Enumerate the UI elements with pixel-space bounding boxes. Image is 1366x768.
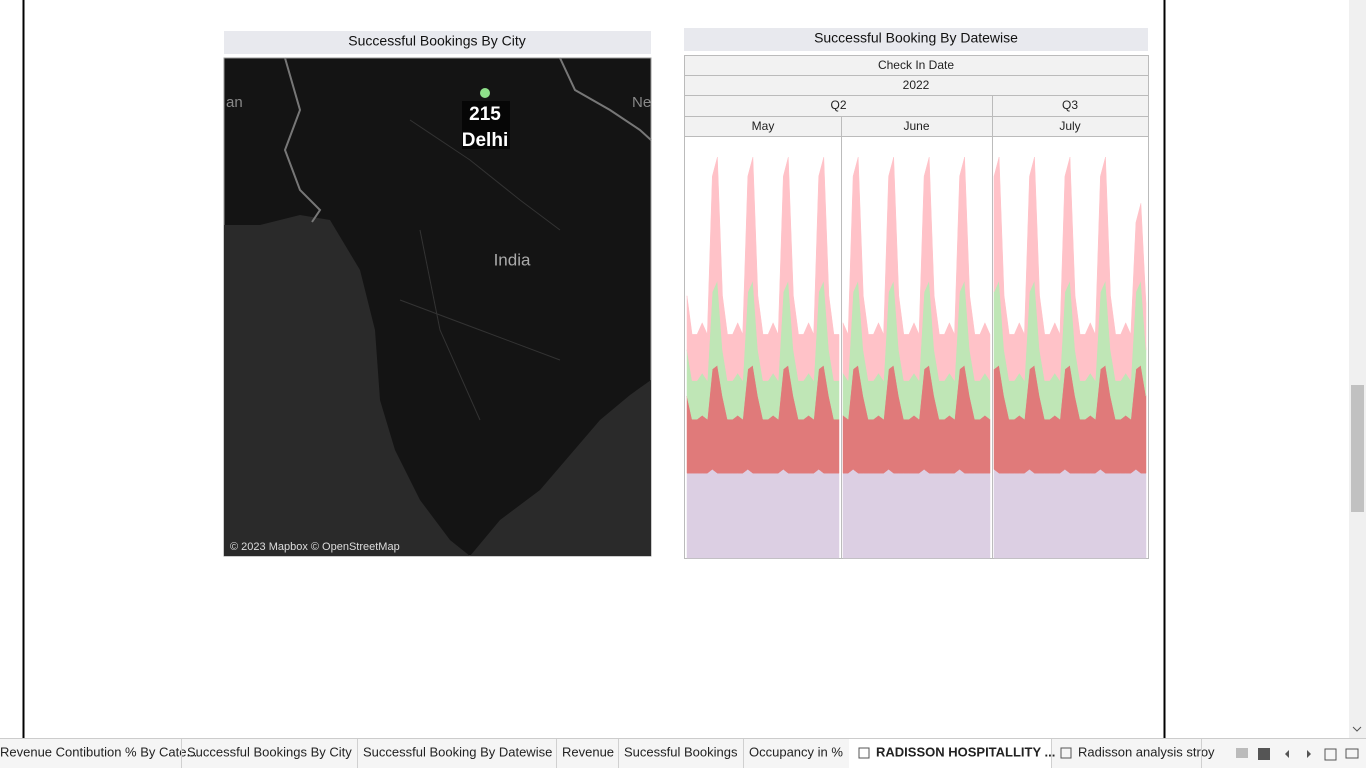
map-label: Ne — [632, 94, 651, 111]
chart-title: Successful Booking By Datewise — [814, 30, 1018, 46]
area — [993, 468, 1147, 559]
quarter-label: Q3 — [1062, 98, 1078, 112]
view-icon[interactable] — [1258, 748, 1270, 760]
area — [842, 468, 991, 559]
city-name: Delhi — [462, 130, 508, 151]
month-label: June — [903, 119, 929, 133]
quarter-label: Q2 — [830, 98, 846, 112]
sea — [470, 380, 651, 556]
tab[interactable]: Sucessful Bookings — [624, 744, 738, 759]
city-marker — [480, 88, 490, 98]
tabs: Revenue Contibution % By Cate...Successf… — [0, 739, 1215, 768]
city-value: 215 — [469, 104, 501, 125]
tab[interactable]: Revenue — [562, 744, 614, 759]
tab[interactable]: RADISSON HOSPITALLITY ... — [876, 744, 1055, 759]
border — [559, 57, 652, 141]
sea — [224, 215, 470, 556]
area — [686, 468, 840, 559]
plot — [686, 156, 1147, 559]
map-attribution: © 2023 Mapbox © OpenStreetMap — [230, 541, 400, 553]
month-label: May — [752, 119, 775, 133]
view-icon[interactable] — [1236, 748, 1248, 758]
tab-bar — [0, 738, 1366, 768]
map-label: an — [226, 94, 243, 111]
map-label: India — [494, 250, 531, 269]
map-title: Successful Bookings By City — [348, 33, 525, 49]
tab[interactable]: Occupancy in % — [749, 744, 843, 759]
month-label: July — [1059, 119, 1080, 133]
present[interactable] — [1345, 748, 1359, 759]
header-label: Check In Date — [878, 58, 954, 72]
next-tab[interactable] — [1307, 750, 1311, 758]
map-title-bar — [224, 31, 651, 54]
area — [842, 156, 991, 382]
label-bg — [462, 101, 510, 149]
scrollbar[interactable] — [1349, 0, 1366, 738]
region-lines — [399, 119, 561, 421]
tab-icon[interactable] — [1060, 747, 1072, 759]
tab[interactable]: Radisson analysis stroy — [1078, 744, 1215, 759]
border — [283, 57, 322, 223]
area — [686, 156, 840, 382]
scroll-down[interactable] — [1352, 726, 1362, 732]
area — [993, 156, 1147, 382]
year-label: 2022 — [903, 78, 930, 92]
fullscreen[interactable] — [1324, 748, 1337, 761]
tab-active-bg[interactable] — [849, 739, 1051, 768]
tab-icon[interactable] — [858, 747, 870, 759]
chart-title-bar — [684, 28, 1148, 51]
scrollbar-thumb[interactable] — [1351, 385, 1364, 512]
map — [223, 57, 652, 557]
tab[interactable]: Successful Booking By Datewise — [363, 744, 552, 759]
tab[interactable]: Revenue Contibution % By Cate... — [0, 744, 197, 759]
prev-tab[interactable] — [1285, 750, 1289, 758]
tab[interactable]: Successful Bookings By City — [187, 744, 352, 759]
